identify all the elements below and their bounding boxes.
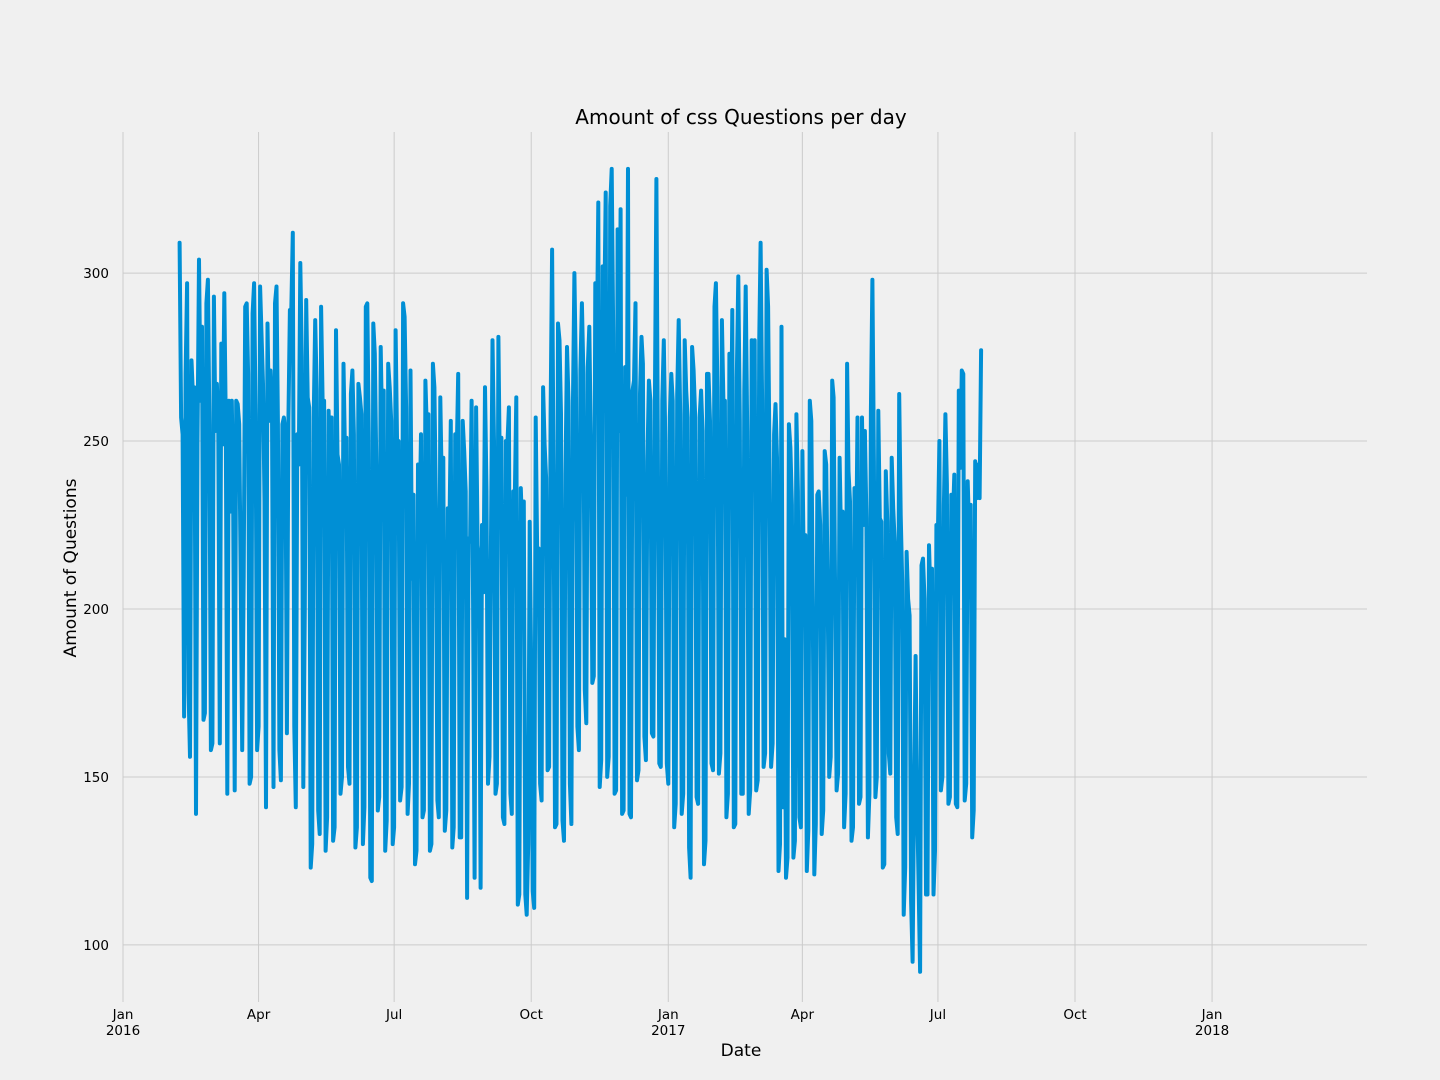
y-tick-label: 250 <box>83 434 109 450</box>
x-tick-year-label: 2018 <box>1195 1023 1229 1039</box>
x-tick-label: Apr <box>247 1007 271 1023</box>
y-tick-label: 100 <box>83 938 109 954</box>
x-tick-year-label: 2016 <box>106 1023 140 1039</box>
x-tick-label: Jul <box>385 1007 402 1023</box>
x-tick-label: Jan <box>657 1007 679 1023</box>
series-line <box>177 166 984 974</box>
x-tick-label: Jan <box>112 1007 134 1023</box>
x-tick-label: Jul <box>929 1007 946 1023</box>
y-tick-labels: 100 150 200 250 300 <box>83 266 109 954</box>
y-tick-label: 200 <box>83 602 109 618</box>
chart-title: Amount of css Questions per day <box>575 105 907 129</box>
x-tick-label: Oct <box>520 1007 543 1023</box>
x-tick-year-label: 2017 <box>651 1023 685 1039</box>
x-tick-label: Jan <box>1201 1007 1223 1023</box>
x-tick-label: Oct <box>1063 1007 1086 1023</box>
x-tick-label: Apr <box>791 1007 815 1023</box>
y-axis-label: Amount of Questions <box>61 478 81 657</box>
y-tick-label: 150 <box>83 770 109 786</box>
x-axis-label: Date <box>721 1041 762 1061</box>
y-tick-label: 300 <box>83 266 109 282</box>
